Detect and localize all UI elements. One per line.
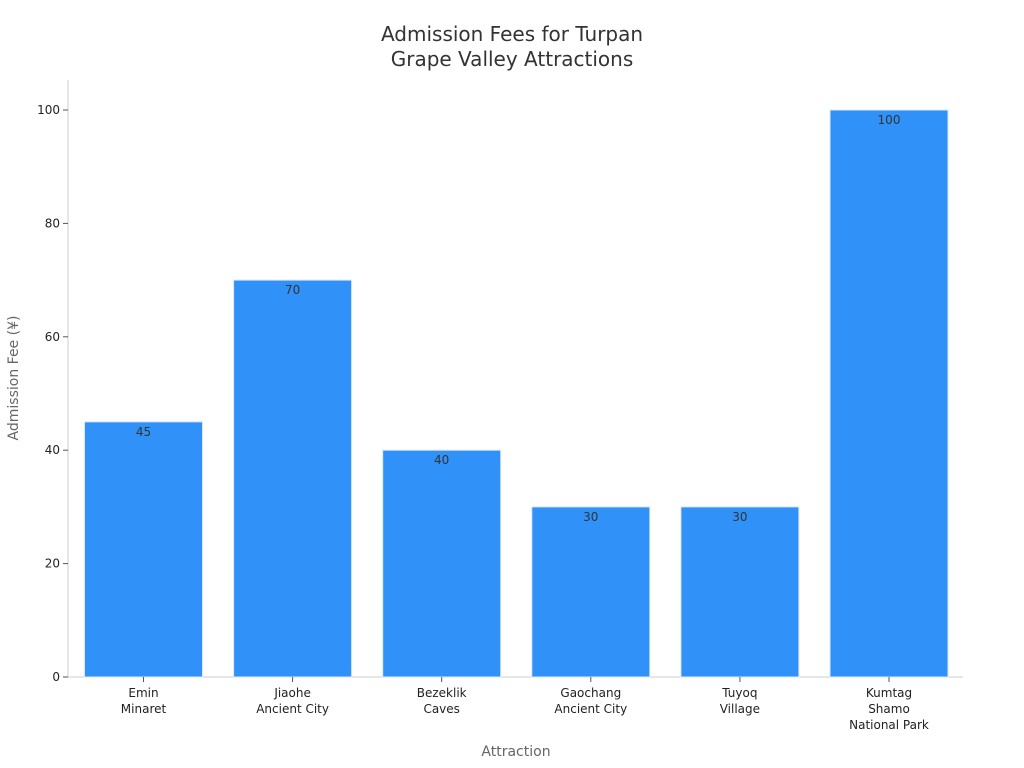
y-tick-label: 80 xyxy=(45,216,60,230)
bar xyxy=(680,506,800,678)
y-axis-label: Admission Fee (¥) xyxy=(6,316,22,441)
y-ticks: 0 20 40 60 80 100 xyxy=(37,103,68,684)
y-tick-label: 40 xyxy=(45,443,60,457)
x-tick-label: Caves xyxy=(423,702,459,716)
bar xyxy=(233,279,353,678)
bar-value-label: 100 xyxy=(878,113,901,127)
bar-value-label: 40 xyxy=(434,453,449,467)
x-tick-label: Minaret xyxy=(121,702,167,716)
x-ticks: Emin Minaret Jiaohe Ancient City Bezeklik Cav… xyxy=(121,677,929,732)
x-tick-label: Kumtag xyxy=(866,686,912,700)
x-tick-label: Ancient City xyxy=(554,702,627,716)
bar-value-label: 30 xyxy=(583,510,598,524)
bar-value-label: 45 xyxy=(136,425,151,439)
x-tick-label: Ancient City xyxy=(256,702,329,716)
bar xyxy=(829,109,949,678)
y-tick-label: 60 xyxy=(45,330,60,344)
bars: 45 70 40 30 30 100 xyxy=(84,109,949,678)
bar-value-label: 30 xyxy=(732,510,747,524)
x-tick-label: Gaochang xyxy=(560,686,621,700)
x-tick-label: Jiaohe xyxy=(273,686,311,700)
chart-title-line-1: Admission Fees for Turpan xyxy=(381,22,643,46)
bar xyxy=(531,506,651,678)
x-axis-label: Attraction xyxy=(481,744,550,760)
x-tick-label: Village xyxy=(720,702,760,716)
bar xyxy=(382,449,502,678)
y-tick-label: 0 xyxy=(52,670,60,684)
chart-title-line-2: Grape Valley Attractions xyxy=(391,47,634,71)
x-tick-label: Shamo xyxy=(868,702,910,716)
y-tick-label: 100 xyxy=(37,103,60,117)
bar-value-label: 70 xyxy=(285,283,300,297)
x-tick-label: Bezeklik xyxy=(417,686,467,700)
x-tick-label: Tuyoq xyxy=(721,686,757,700)
y-tick-label: 20 xyxy=(45,557,60,571)
x-tick-label: National Park xyxy=(849,718,929,732)
bar xyxy=(84,421,203,678)
x-tick-label: Emin xyxy=(128,686,158,700)
